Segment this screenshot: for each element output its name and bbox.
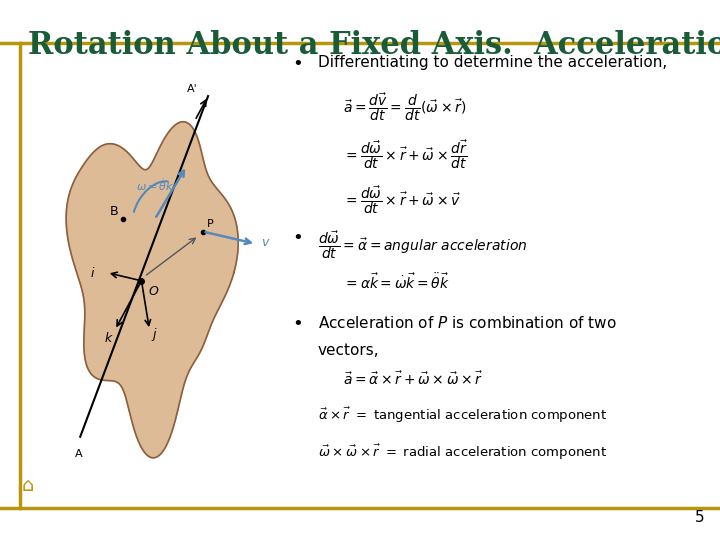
Text: v: v <box>261 236 269 249</box>
Text: A': A' <box>186 84 197 94</box>
Polygon shape <box>66 122 238 458</box>
Text: O: O <box>148 285 158 298</box>
Text: $\omega = \dot{\theta}k$: $\omega = \dot{\theta}k$ <box>136 177 175 193</box>
Text: B: B <box>109 205 118 218</box>
Text: $\vec{\omega}\times\vec{\omega}\times\vec{r}\ =$ radial acceleration component: $\vec{\omega}\times\vec{\omega}\times\ve… <box>318 442 607 462</box>
Text: •: • <box>292 229 303 247</box>
Text: k: k <box>104 332 112 346</box>
Text: ⌂: ⌂ <box>22 476 35 495</box>
Text: Rotation About a Fixed Axis.  Acceleration: Rotation About a Fixed Axis. Acceleratio… <box>28 30 720 61</box>
Text: •: • <box>292 315 303 333</box>
Text: $\vec{a} = \dfrac{d\vec{v}}{dt} = \dfrac{d}{dt}(\vec{\omega}\times\vec{r})$: $\vec{a} = \dfrac{d\vec{v}}{dt} = \dfrac… <box>343 91 467 123</box>
Text: $\vec{\alpha}\times\vec{r}\ =$ tangential acceleration component: $\vec{\alpha}\times\vec{r}\ =$ tangentia… <box>318 406 607 426</box>
Text: $= \dfrac{d\vec{\omega}}{dt}\times\vec{r} + \vec{\omega}\times\dfrac{d\vec{r}}{d: $= \dfrac{d\vec{\omega}}{dt}\times\vec{r… <box>343 138 468 171</box>
Text: i: i <box>91 267 94 280</box>
Text: A: A <box>75 449 83 460</box>
Text: $\vec{a} = \vec{\alpha}\times\vec{r} + \vec{\omega}\times\vec{\omega}\times\vec{: $\vec{a} = \vec{\alpha}\times\vec{r} + \… <box>343 370 484 388</box>
Text: •: • <box>292 55 303 72</box>
Text: $= \dfrac{d\vec{\omega}}{dt}\times\vec{r} + \vec{\omega}\times\vec{v}$: $= \dfrac{d\vec{\omega}}{dt}\times\vec{r… <box>343 184 462 216</box>
Text: $\dfrac{d\vec{\omega}}{dt} = \vec{\alpha} = \mathit{angular\ acceleration}$: $\dfrac{d\vec{\omega}}{dt} = \vec{\alpha… <box>318 229 527 261</box>
Text: j: j <box>152 328 156 341</box>
Text: $= \alpha\vec{k} = \dot{\omega}\vec{k} = \ddot{\theta}\vec{k}$: $= \alpha\vec{k} = \dot{\omega}\vec{k} =… <box>343 272 450 292</box>
Text: vectors,: vectors, <box>318 342 379 357</box>
Text: Acceleration of $P$ is combination of two: Acceleration of $P$ is combination of tw… <box>318 315 616 332</box>
Text: P: P <box>207 219 214 230</box>
Text: Differentiating to determine the acceleration,: Differentiating to determine the acceler… <box>318 55 667 70</box>
Text: 5: 5 <box>696 510 705 525</box>
